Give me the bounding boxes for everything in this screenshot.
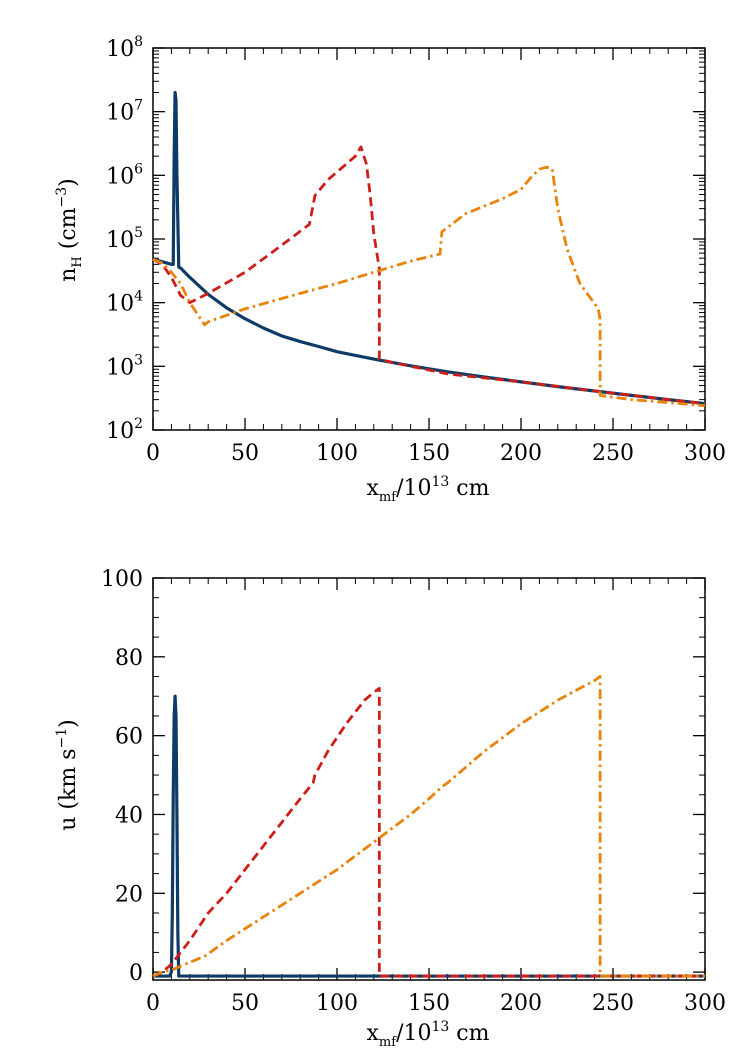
velocity-xtick-label: 50 bbox=[231, 991, 259, 1016]
density-tick-labels: 0 50 100 150 200 250 300 102 103 104 105 106 107 108 bbox=[106, 34, 726, 466]
density-ytick-label: 107 bbox=[106, 98, 143, 126]
density-x-axis-label: xmf/1013 cm bbox=[367, 474, 490, 505]
density-xtick-label: 50 bbox=[231, 441, 259, 466]
density-xtick-label: 100 bbox=[316, 441, 358, 466]
density-xtick-label: 300 bbox=[684, 441, 726, 466]
density-y-axis-label: nH (cm−3) bbox=[54, 178, 85, 282]
velocity-dash-dot-series bbox=[152, 675, 705, 978]
velocity-ytick-label: 100 bbox=[101, 567, 143, 592]
density-dash-dot-series bbox=[152, 165, 706, 408]
velocity-solid-series bbox=[153, 694, 705, 978]
density-series bbox=[152, 90, 706, 408]
velocity-xtick-label: 200 bbox=[500, 991, 542, 1016]
velocity-ytick-label: 20 bbox=[115, 882, 143, 907]
density-xtick-label: 250 bbox=[592, 441, 634, 466]
velocity-ytick-label: 0 bbox=[129, 961, 143, 986]
velocity-xtick-label: 0 bbox=[146, 991, 160, 1016]
velocity-y-axis-label: u (km s−1) bbox=[54, 719, 81, 830]
density-dashed-series bbox=[152, 145, 706, 405]
density-xtick-label: 0 bbox=[146, 441, 160, 466]
velocity-panel: 0 50 100 150 200 250 300 0 20 40 60 80 100 u (km s−1… bbox=[54, 567, 726, 1050]
density-ytick-label: 106 bbox=[106, 161, 143, 189]
density-solid-series bbox=[152, 90, 706, 406]
velocity-xtick-label: 150 bbox=[408, 991, 450, 1016]
density-ytick-label: 102 bbox=[106, 416, 143, 444]
velocity-ytick-label: 40 bbox=[115, 803, 143, 828]
density-ytick-label: 104 bbox=[106, 289, 143, 317]
density-plot-frame bbox=[152, 47, 706, 431]
density-ytick-label: 105 bbox=[106, 225, 143, 253]
velocity-ytick-label: 80 bbox=[115, 646, 143, 671]
velocity-dashed-series bbox=[152, 686, 705, 978]
velocity-xtick-label: 250 bbox=[592, 991, 634, 1016]
velocity-series bbox=[152, 675, 705, 978]
density-ytick-label: 103 bbox=[106, 352, 143, 380]
density-ytick-label: 108 bbox=[106, 34, 143, 62]
velocity-tick-labels: 0 50 100 150 200 250 300 0 20 40 60 80 100 bbox=[101, 567, 726, 1016]
density-xtick-label: 200 bbox=[500, 441, 542, 466]
velocity-plot-frame bbox=[152, 577, 706, 981]
density-ticks bbox=[152, 47, 706, 431]
velocity-xtick-label: 100 bbox=[316, 991, 358, 1016]
velocity-ticks bbox=[152, 577, 706, 980]
velocity-x-axis-label: xmf/1013 cm bbox=[367, 1019, 490, 1050]
density-panel: 0 50 100 150 200 250 300102103104105106107108 … bbox=[54, 34, 726, 505]
velocity-xtick-label: 300 bbox=[684, 991, 726, 1016]
velocity-ytick-label: 60 bbox=[115, 725, 143, 750]
density-xtick-label: 150 bbox=[408, 441, 450, 466]
